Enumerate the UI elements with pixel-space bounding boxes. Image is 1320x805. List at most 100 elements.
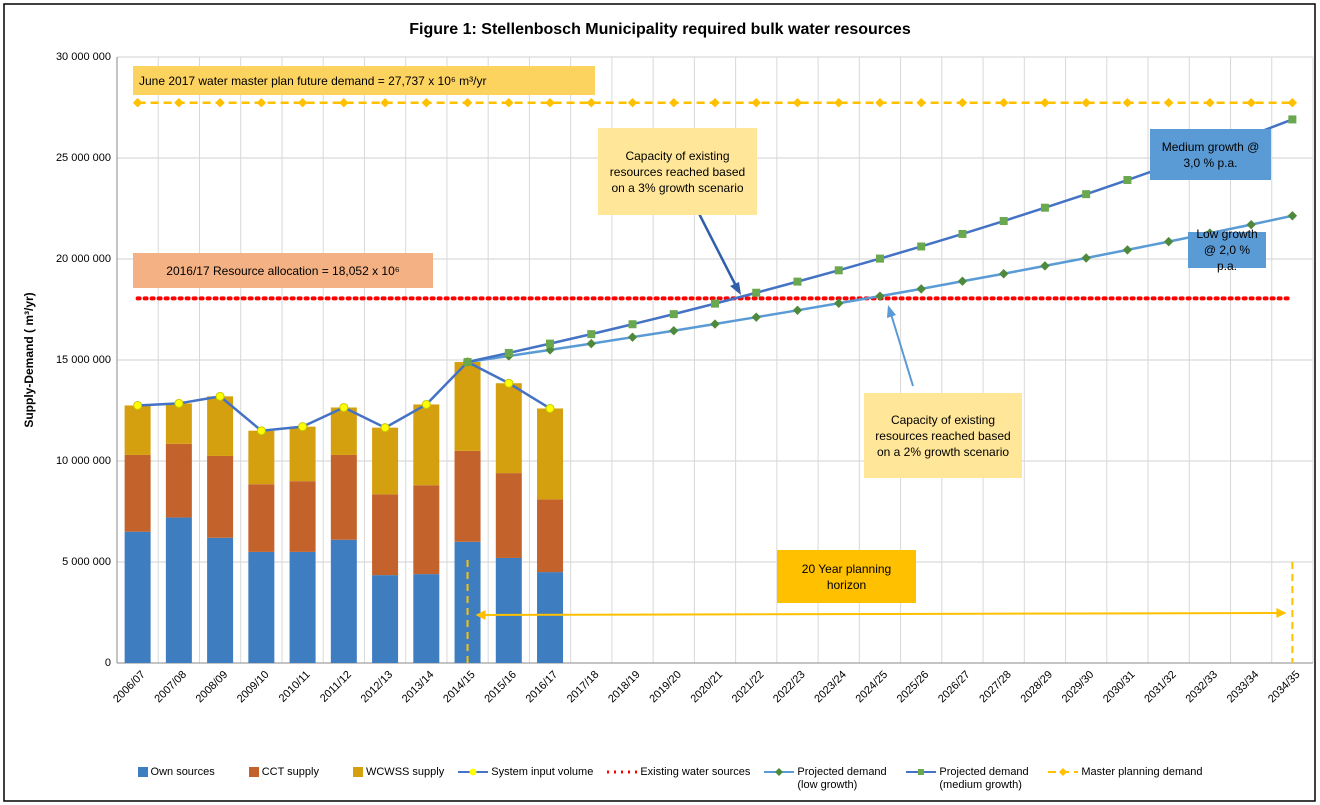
legend-label: WCWSS supply (365, 766, 445, 778)
point (875, 98, 885, 108)
bar-segment (289, 426, 316, 482)
x-tick-label: 2011/12 (318, 669, 354, 705)
x-tick-label: 2006/07 (111, 669, 148, 706)
arrow-head (887, 305, 896, 318)
point (545, 98, 555, 108)
point (545, 345, 555, 355)
legend-swatch (1048, 768, 1079, 776)
point (1288, 115, 1297, 124)
point (586, 338, 596, 349)
arrow-head (1276, 608, 1287, 618)
point (669, 310, 678, 319)
bar-segment (537, 408, 564, 500)
y-axis-label: Supply-Demand ( m³/yr) (22, 292, 36, 427)
x-tick-label: 2032/33 (1183, 669, 1220, 706)
point (421, 98, 432, 108)
y-tick-label: 5 000 000 (62, 556, 111, 568)
point (627, 98, 638, 108)
annotation: Capacity of existing resources reached b… (598, 128, 757, 215)
legend: Own sources CCT supply WCWSS supply System … (0, 766, 1320, 792)
legend-item: Projected demand (medium growth) (906, 766, 1034, 792)
bar-segment (537, 499, 564, 573)
point (545, 403, 555, 413)
bar-segment (207, 537, 234, 663)
legend-swatch (607, 770, 638, 774)
point (751, 98, 761, 108)
point (710, 98, 720, 108)
bar-segment (413, 574, 440, 663)
point (256, 426, 266, 436)
point (917, 242, 926, 251)
bar-segment (207, 396, 234, 456)
bar-segment (330, 539, 357, 663)
x-tick-label: 2016/17 (524, 669, 561, 706)
point (792, 305, 803, 316)
point (297, 98, 308, 108)
legend-item: Master planning demand (1048, 766, 1202, 779)
bar-segment (165, 443, 192, 518)
point (875, 291, 885, 301)
legend-symbol (918, 769, 925, 775)
legend-item: Own sources (118, 766, 215, 779)
bar-segment (207, 455, 234, 538)
annotation: Capacity of existing resources reached b… (864, 393, 1022, 478)
point (504, 378, 514, 388)
x-tick-label: 2033/34 (1225, 669, 1262, 706)
bar-segment (289, 481, 316, 552)
bar-segment (372, 575, 399, 663)
legend-swatch (764, 768, 795, 776)
legend-item: Existing water sources (607, 766, 750, 779)
legend-label: CCT supply (261, 766, 319, 778)
legend-swatch (906, 769, 937, 775)
point (463, 358, 472, 367)
point (958, 229, 967, 238)
legend-symbol (137, 767, 148, 777)
point (1040, 203, 1049, 212)
bar-segment (454, 362, 481, 451)
point (1122, 98, 1133, 108)
bar-segment (124, 454, 151, 532)
point (710, 319, 720, 329)
horizon-arrow (477, 612, 1285, 616)
x-tick-label: 2010/11 (277, 669, 313, 705)
x-tick-label: 2007/08 (152, 669, 189, 706)
point (339, 98, 349, 108)
legend-label: Existing water sources (640, 766, 751, 778)
bar-segment (165, 403, 192, 444)
x-tick-label: 2028/29 (1019, 669, 1056, 706)
point (792, 98, 803, 108)
bar-segment (372, 427, 399, 495)
legend-swatch (248, 767, 259, 777)
point (1163, 236, 1174, 247)
y-tick-label: 30 000 000 (56, 51, 111, 63)
point (627, 332, 638, 342)
point (998, 269, 1009, 279)
point (916, 284, 926, 294)
bar-segment (124, 405, 151, 455)
point (916, 98, 926, 108)
x-tick-label: 2026/27 (936, 669, 973, 706)
bar-segment (330, 407, 357, 455)
point (669, 326, 679, 336)
point (1287, 211, 1298, 221)
point (215, 391, 225, 401)
x-tick-label: 2013/14 (400, 669, 437, 706)
point (133, 400, 143, 410)
x-tick-label: 2029/30 (1060, 669, 1097, 706)
bar-segment (537, 572, 564, 663)
point (421, 399, 431, 409)
chart-title: Figure 1: Stellenbosch Municipality requ… (409, 21, 911, 38)
point (998, 98, 1009, 108)
x-tick-label: 2015/16 (482, 669, 519, 706)
bar-segment (248, 484, 275, 552)
bar-segment (413, 404, 440, 486)
point (669, 98, 679, 108)
point (875, 254, 884, 263)
point (1122, 245, 1133, 255)
x-tick-label: 2019/20 (647, 669, 684, 706)
y-tick-label: 15 000 000 (56, 354, 111, 366)
x-tick-label: 2030/31 (1101, 669, 1138, 706)
legend-item: CCT supply (229, 766, 319, 779)
bar-segment (495, 473, 522, 558)
